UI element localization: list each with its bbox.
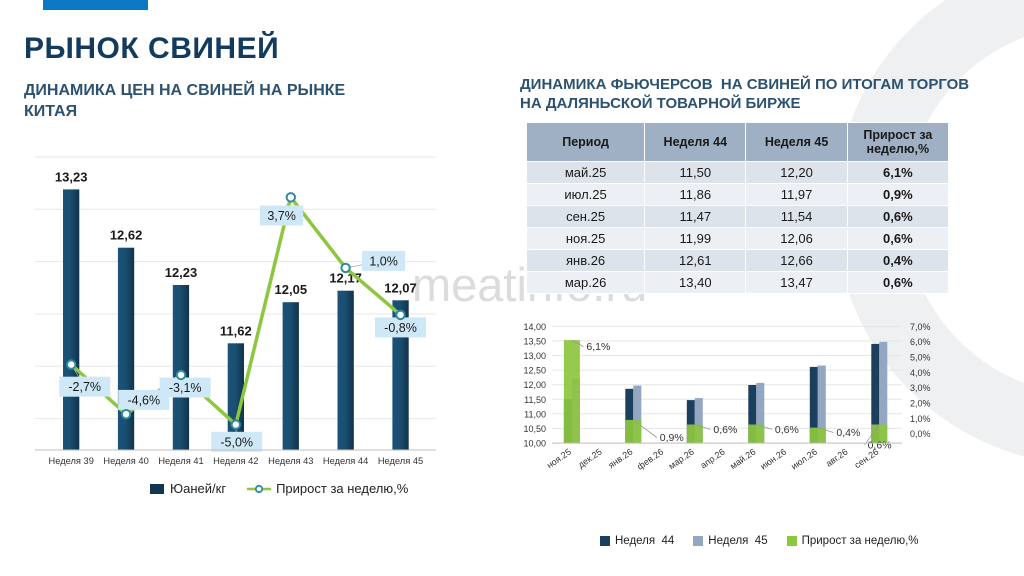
svg-text:0,4%: 0,4% <box>836 427 860 439</box>
svg-text:0,9%: 0,9% <box>660 432 684 444</box>
svg-text:13,23: 13,23 <box>55 169 88 184</box>
svg-text:12,23: 12,23 <box>165 265 198 280</box>
svg-text:13,50: 13,50 <box>523 337 546 347</box>
svg-text:0,6%: 0,6% <box>775 424 799 436</box>
svg-text:апр.26: апр.26 <box>699 447 727 471</box>
svg-text:11,62: 11,62 <box>220 323 252 338</box>
svg-text:Неделя 40: Неделя 40 <box>103 456 148 466</box>
svg-text:4,0%: 4,0% <box>910 368 931 378</box>
svg-text:11,50: 11,50 <box>524 395 546 405</box>
svg-text:сен.26: сен.26 <box>853 447 881 471</box>
svg-text:июл.26: июл.26 <box>789 447 819 472</box>
svg-text:Неделя 42: Неделя 42 <box>213 456 258 466</box>
svg-text:0,6%: 0,6% <box>713 424 737 436</box>
svg-text:-5,0%: -5,0% <box>220 435 253 449</box>
svg-text:6,0%: 6,0% <box>910 337 931 347</box>
svg-text:Неделя 43: Неделя 43 <box>268 456 313 466</box>
svg-text:Неделя 44: Неделя 44 <box>323 456 368 466</box>
svg-text:3,0%: 3,0% <box>910 383 931 393</box>
svg-text:12,05: 12,05 <box>275 282 308 297</box>
svg-text:12,07: 12,07 <box>384 280 417 295</box>
svg-text:мар.26: мар.26 <box>667 447 696 472</box>
svg-text:5,0%: 5,0% <box>910 353 931 363</box>
svg-text:12,62: 12,62 <box>110 228 143 243</box>
svg-text:-4,6%: -4,6% <box>127 393 160 407</box>
svg-text:1,0%: 1,0% <box>910 414 931 424</box>
svg-text:Неделя 41: Неделя 41 <box>158 456 203 466</box>
svg-text:12,50: 12,50 <box>523 366 546 376</box>
svg-text:-0,8%: -0,8% <box>384 321 417 335</box>
svg-text:13,00: 13,00 <box>523 351 546 361</box>
svg-text:3,7%: 3,7% <box>267 209 296 223</box>
svg-text:май.26: май.26 <box>728 447 757 472</box>
svg-text:Неделя 39: Неделя 39 <box>49 456 94 466</box>
svg-text:11,00: 11,00 <box>524 409 546 419</box>
svg-text:12,00: 12,00 <box>523 380 546 390</box>
svg-text:янв.26: янв.26 <box>606 447 634 471</box>
svg-text:Неделя 45: Неделя 45 <box>378 456 423 466</box>
svg-text:-2,7%: -2,7% <box>68 380 101 394</box>
svg-text:июн.26: июн.26 <box>758 447 788 472</box>
svg-text:авг.26: авг.26 <box>824 447 850 469</box>
svg-text:ноя.25: ноя.25 <box>545 447 573 471</box>
svg-text:7,0%: 7,0% <box>910 322 931 332</box>
svg-text:10,50: 10,50 <box>523 424 546 434</box>
svg-text:14,00: 14,00 <box>523 322 546 332</box>
svg-text:фев.26: фев.26 <box>635 447 665 472</box>
svg-text:-3,1%: -3,1% <box>169 381 202 395</box>
svg-text:0,0%: 0,0% <box>910 429 931 439</box>
svg-text:дек.25: дек.25 <box>576 447 604 471</box>
svg-text:10,00: 10,00 <box>523 439 546 449</box>
svg-text:2,0%: 2,0% <box>910 399 931 409</box>
svg-text:6,1%: 6,1% <box>586 341 610 353</box>
svg-text:1,0%: 1,0% <box>369 254 398 268</box>
